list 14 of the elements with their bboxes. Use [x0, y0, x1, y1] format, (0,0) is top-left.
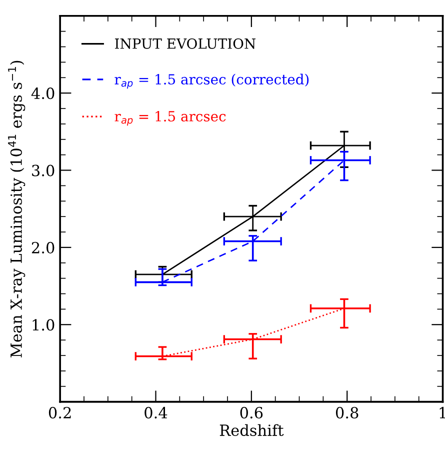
legend-label: INPUT EVOLUTION: [115, 38, 256, 49]
y-tick-label: 1.0: [32, 319, 54, 331]
x-tick-label: 1: [440, 406, 445, 418]
y-tick-label: 4.0: [31, 88, 54, 100]
y-tick-label: 2.0: [32, 242, 54, 254]
x-tick-label: 0.4: [144, 406, 168, 418]
x-axis-title: Redshift: [220, 424, 284, 436]
y-axis-title: Mean X-ray Luminosity (10$^{41}$ ergs s$^{−1}$): [8, 60, 26, 358]
legend-label: r$_{ap}$ = 1.5 arcsec (corrected): [114, 74, 309, 89]
x-tick-label: 0.6: [240, 406, 263, 418]
x-tick-label: 0.8: [336, 406, 358, 418]
x-tick-label: 0.2: [48, 406, 71, 418]
y-tick-label: 3.0: [32, 164, 54, 176]
legend-label: r$_{ap}$ = 1.5 arcsec: [114, 110, 226, 126]
